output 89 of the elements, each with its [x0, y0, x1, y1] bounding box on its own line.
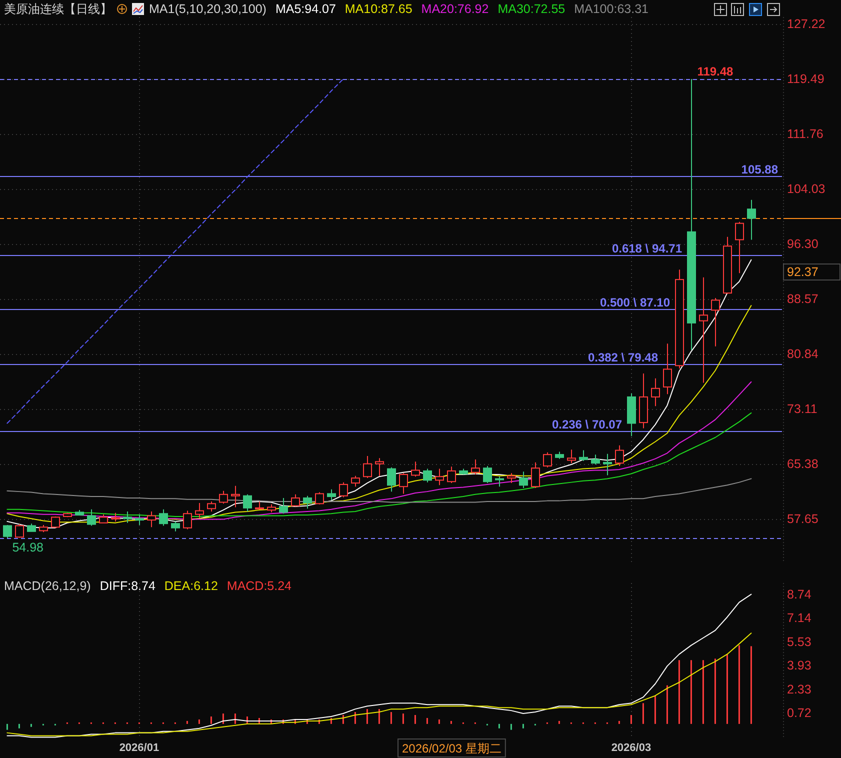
ref-line-label: 0.236 \ 70.07: [552, 418, 622, 432]
candlestick: [423, 468, 432, 483]
candlestick: [375, 458, 384, 476]
candlestick: [279, 497, 288, 514]
y-tick-label: 57.65: [787, 512, 818, 526]
candlestick: [519, 471, 528, 489]
text: MA100:63.31: [574, 2, 649, 16]
y-tick-label: 127.22: [787, 16, 826, 31]
candlestick: [231, 485, 240, 508]
candlestick: [15, 524, 24, 538]
text: MA10:87.65: [344, 2, 412, 16]
line-series: [6, 78, 344, 424]
text: MACD:5.24: [226, 579, 292, 593]
candlestick: [579, 450, 588, 462]
y-tick-label: 80.84: [787, 346, 818, 361]
candlestick: [147, 510, 156, 528]
ref-line-label: 0.382 \ 79.48: [588, 350, 658, 364]
y-tick-label: 5.53: [787, 634, 812, 649]
candlestick: [411, 461, 420, 478]
candlestick: [471, 459, 480, 475]
candlestick: [87, 508, 96, 526]
y-tick-label: 73.11: [787, 402, 818, 416]
text: 92.37: [787, 265, 818, 279]
line-series: [6, 632, 752, 736]
y-tick-label: 111.76: [787, 126, 824, 141]
candlestick: [171, 520, 180, 532]
ref-line-label: 0.618 \ 94.71: [612, 242, 682, 256]
y-tick-label: 96.30: [787, 236, 818, 251]
candlestick: [507, 472, 516, 484]
candlestick: [747, 199, 756, 240]
candlestick: [663, 343, 672, 395]
candlestick: [183, 510, 192, 530]
line-series: [6, 259, 752, 528]
candlestick: [387, 466, 396, 492]
y-tick-label: 3.93: [787, 658, 812, 673]
text: MA5:94.07: [275, 2, 336, 16]
candlestick: [207, 501, 216, 512]
y-tick-label: 7.14: [787, 611, 812, 626]
candlestick: [3, 524, 12, 538]
candlestick: [315, 492, 324, 505]
candlestick: [615, 444, 624, 466]
candlestick: [123, 510, 132, 524]
candlestick: [303, 495, 312, 510]
candlestick: [435, 468, 444, 486]
candlestick: [351, 475, 360, 488]
candlestick: [339, 482, 348, 498]
y-tick-label: 119.49: [787, 72, 824, 86]
legend-title: MA1(5,10,20,30,100): [149, 2, 266, 16]
candlestick: [591, 454, 600, 466]
text: DIFF:8.74: [100, 579, 156, 593]
y-tick-label: 65.38: [787, 456, 818, 471]
y-tick-label: 104.03: [787, 182, 826, 196]
candlestick: [735, 221, 744, 274]
candlestick: [483, 465, 492, 484]
candlestick: [195, 502, 204, 518]
candlestick: [711, 298, 720, 347]
candlestick: [159, 508, 168, 526]
candlestick: [399, 472, 408, 494]
text: MA20:76.92: [421, 2, 489, 16]
candlestick: [135, 514, 144, 526]
chart-title: 美原油连续【日线】: [4, 2, 112, 16]
candlestick: [495, 476, 504, 488]
ref-line-label: 0.500 \ 87.10: [600, 296, 670, 310]
candlestick: [219, 490, 228, 504]
candlestick: [699, 276, 708, 384]
candlestick: [243, 494, 252, 512]
candlestick: [651, 378, 660, 407]
candlestick: [603, 453, 612, 476]
x-tick-label: 2026/03: [611, 742, 652, 754]
y-tick-label: 8.74: [787, 587, 812, 602]
candlestick: [291, 494, 300, 508]
y-tick-label: 88.57: [787, 292, 818, 306]
text: MA30:72.55: [498, 2, 566, 16]
y-tick-label: 2.33: [787, 682, 812, 696]
ref-line-label: 54.98: [12, 540, 44, 554]
candlestick: [567, 449, 576, 464]
legend-title: MACD(26,12,9): [4, 579, 91, 593]
line-series: [6, 594, 752, 738]
x-tick-label: 2026/01: [119, 742, 160, 754]
ref-line-label: 105.88: [741, 162, 778, 176]
candlestick: [543, 452, 552, 468]
text: DEA:6.12: [164, 579, 218, 593]
candlestick: [531, 462, 540, 489]
candlestick: [447, 466, 456, 484]
candlestick: [327, 488, 336, 501]
candlestick: [363, 455, 372, 479]
text: 2026/02/03 星期二: [402, 742, 502, 756]
ref-line-label: 119.48: [697, 64, 734, 78]
y-tick-label: 0.72: [787, 706, 812, 720]
